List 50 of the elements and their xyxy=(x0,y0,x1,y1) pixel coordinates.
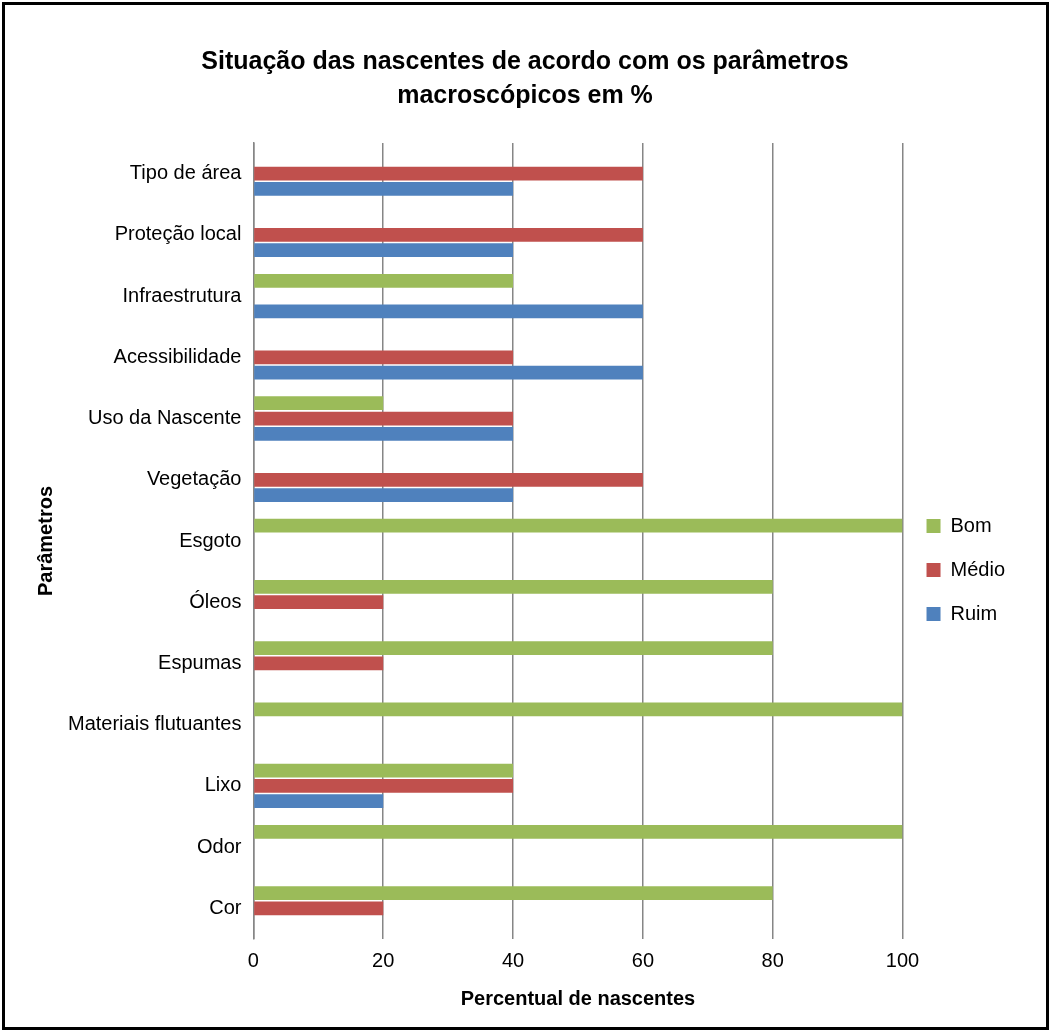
bar xyxy=(254,702,903,717)
bar xyxy=(254,350,514,365)
x-axis-title: Percentual de nascentes xyxy=(460,986,696,1009)
y-axis-title: Parâmetros xyxy=(33,485,56,597)
bar xyxy=(254,488,514,502)
bar xyxy=(254,886,773,900)
y-tick-label: Espumas xyxy=(158,650,242,673)
bar xyxy=(254,595,384,610)
bar xyxy=(254,794,384,809)
x-tick-label: 0 xyxy=(247,948,259,971)
x-tick-label: 80 xyxy=(761,948,784,971)
bar xyxy=(254,824,903,839)
bar xyxy=(254,901,384,916)
y-tick-label: Óleos xyxy=(189,589,242,612)
y-tick-label: Lixo xyxy=(204,773,242,796)
bar xyxy=(254,182,514,196)
bar xyxy=(254,304,643,319)
legend-label: Ruim xyxy=(950,601,998,624)
y-tick-label: Odor xyxy=(196,834,242,857)
y-tick-label: Esgoto xyxy=(179,528,242,551)
y-tick-label: Infraestrutura xyxy=(122,283,243,306)
bar xyxy=(254,365,643,380)
bar xyxy=(254,472,643,487)
x-tick-label: 20 xyxy=(372,948,395,971)
bar xyxy=(254,518,903,533)
x-tick-label: 60 xyxy=(631,948,655,971)
bar xyxy=(254,273,514,288)
y-tick-label: Acessibilidade xyxy=(113,344,242,367)
y-tick-label: Vegetação xyxy=(146,467,242,490)
bar xyxy=(254,656,384,671)
legend-label: Médio xyxy=(950,557,1006,580)
y-tick-label: Proteção local xyxy=(114,222,242,245)
y-tick-label: Uso da Nascente xyxy=(88,406,242,429)
bar xyxy=(254,411,514,426)
x-tick-label: 100 xyxy=(885,948,920,971)
legend-label: Bom xyxy=(950,513,992,536)
x-tick-label: 40 xyxy=(501,948,525,971)
bar xyxy=(254,243,514,258)
chart-title: Situação das nascentes de acordo com os parâmetros macroscópicos em % xyxy=(200,45,850,110)
y-tick-label: Materiais flutuantes xyxy=(68,712,242,735)
bar xyxy=(254,426,514,441)
bar xyxy=(254,580,773,594)
bar xyxy=(254,641,773,656)
bar xyxy=(254,227,643,242)
bar xyxy=(254,779,514,793)
bar xyxy=(254,396,384,411)
y-tick-label: Tipo de área xyxy=(129,161,243,184)
bar xyxy=(254,763,514,778)
y-tick-label: Cor xyxy=(209,895,242,918)
bar xyxy=(254,166,643,181)
